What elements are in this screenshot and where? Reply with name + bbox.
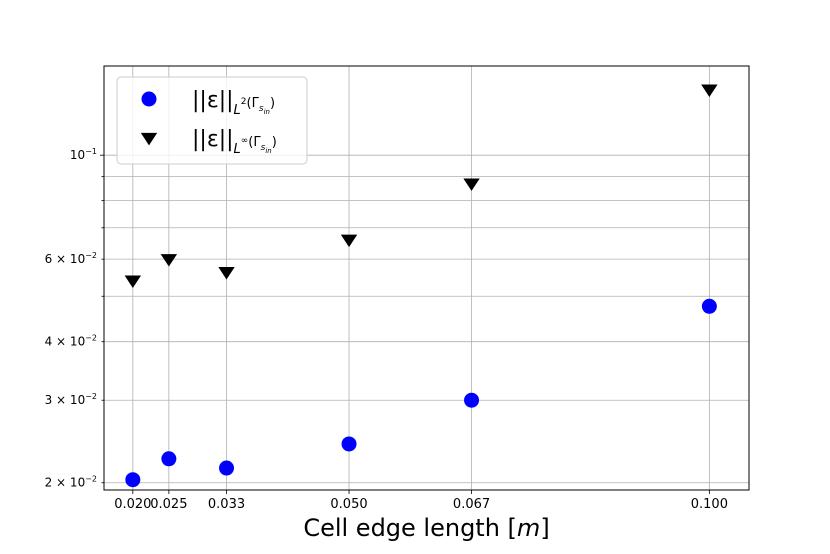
- legend-subscript: L: [234, 142, 241, 157]
- x-tick-label: 0.033: [208, 497, 245, 512]
- legend-entry-label: ||ε||L2(Γsin): [192, 88, 275, 118]
- y-tick-exponent: −2: [85, 334, 97, 343]
- l2-error-point: [701, 298, 717, 314]
- legend-triangle-marker: [140, 132, 158, 146]
- linf-error-point: [340, 234, 358, 248]
- legend-space: (Γ: [248, 135, 261, 150]
- y-tick-label: 6 × 10−2: [45, 251, 97, 266]
- y-tick-label: 4 × 10−2: [45, 334, 97, 349]
- legend-superscript: ∞: [241, 136, 249, 146]
- l2-error-point: [125, 472, 141, 488]
- x-tick-label: 0.020: [114, 497, 151, 512]
- legend-circle-marker: [141, 91, 157, 107]
- legend-paren-close: ): [270, 96, 275, 111]
- legend-paren-close: ): [272, 135, 277, 150]
- y-tick-exponent: −2: [85, 251, 97, 260]
- x-tick-label: 0.050: [330, 497, 367, 512]
- linf-error-point: [218, 267, 235, 280]
- l2-error-point: [464, 392, 480, 408]
- y-tick-exponent: −2: [85, 475, 97, 484]
- legend: ||ε||L2(Γsin)||ε||L∞(Γsin): [116, 76, 308, 165]
- legend-subscript-s: s: [259, 104, 264, 114]
- legend-norm: ||ε||: [192, 88, 234, 113]
- l2-error-point: [341, 436, 357, 452]
- x-tick-label: 0.100: [691, 497, 728, 512]
- legend-superscript: 2: [241, 97, 247, 107]
- linf-error-point: [160, 254, 178, 267]
- legend-subscript: L: [234, 103, 241, 118]
- legend-entry-label: ||ε||L∞(Γsin): [192, 127, 277, 157]
- x-axis-label-unit: m: [517, 514, 540, 542]
- y-tick-exponent: −2: [85, 392, 97, 401]
- x-tick-label: 0.025: [150, 497, 187, 512]
- legend-norm: ||ε||: [192, 127, 234, 152]
- y-tick-label: 3 × 10−2: [45, 392, 97, 407]
- y-tick-mantissa: 2 × 10: [45, 476, 86, 490]
- y-tick-mantissa: 4 × 10: [45, 335, 86, 349]
- plot-area-frame: [103, 65, 750, 491]
- y-tick-label: 2 × 10−2: [45, 475, 97, 490]
- linf-error-point: [701, 84, 718, 98]
- data-markers: [124, 84, 718, 488]
- legend-box: [116, 76, 308, 165]
- l2-error-point: [161, 451, 177, 467]
- legend-subscript-in: in: [264, 108, 270, 116]
- l2-error-point: [219, 460, 235, 476]
- linf-error-point: [463, 178, 480, 191]
- legend-subscript-s: s: [261, 143, 266, 153]
- legend-subscript-in: in: [265, 147, 271, 155]
- y-tick-mantissa: 10: [70, 148, 85, 162]
- x-axis-label: Cell edge length [m]: [303, 514, 549, 542]
- y-tick-exponent: −1: [85, 147, 97, 156]
- x-axis-label-bracket: ]: [540, 514, 549, 542]
- y-tick-label: 10−1: [70, 147, 97, 162]
- legend-space: (Γ: [247, 96, 260, 111]
- y-tick-mantissa: 3 × 10: [45, 393, 86, 407]
- linf-error-point: [124, 275, 142, 288]
- y-axis-ticks: 2 × 10−23 × 10−24 × 10−26 × 10−210−1: [45, 147, 104, 490]
- x-axis-label-text: Cell edge length [: [303, 514, 517, 542]
- x-tick-label: 0.067: [453, 497, 490, 512]
- y-tick-mantissa: 6 × 10: [45, 252, 86, 266]
